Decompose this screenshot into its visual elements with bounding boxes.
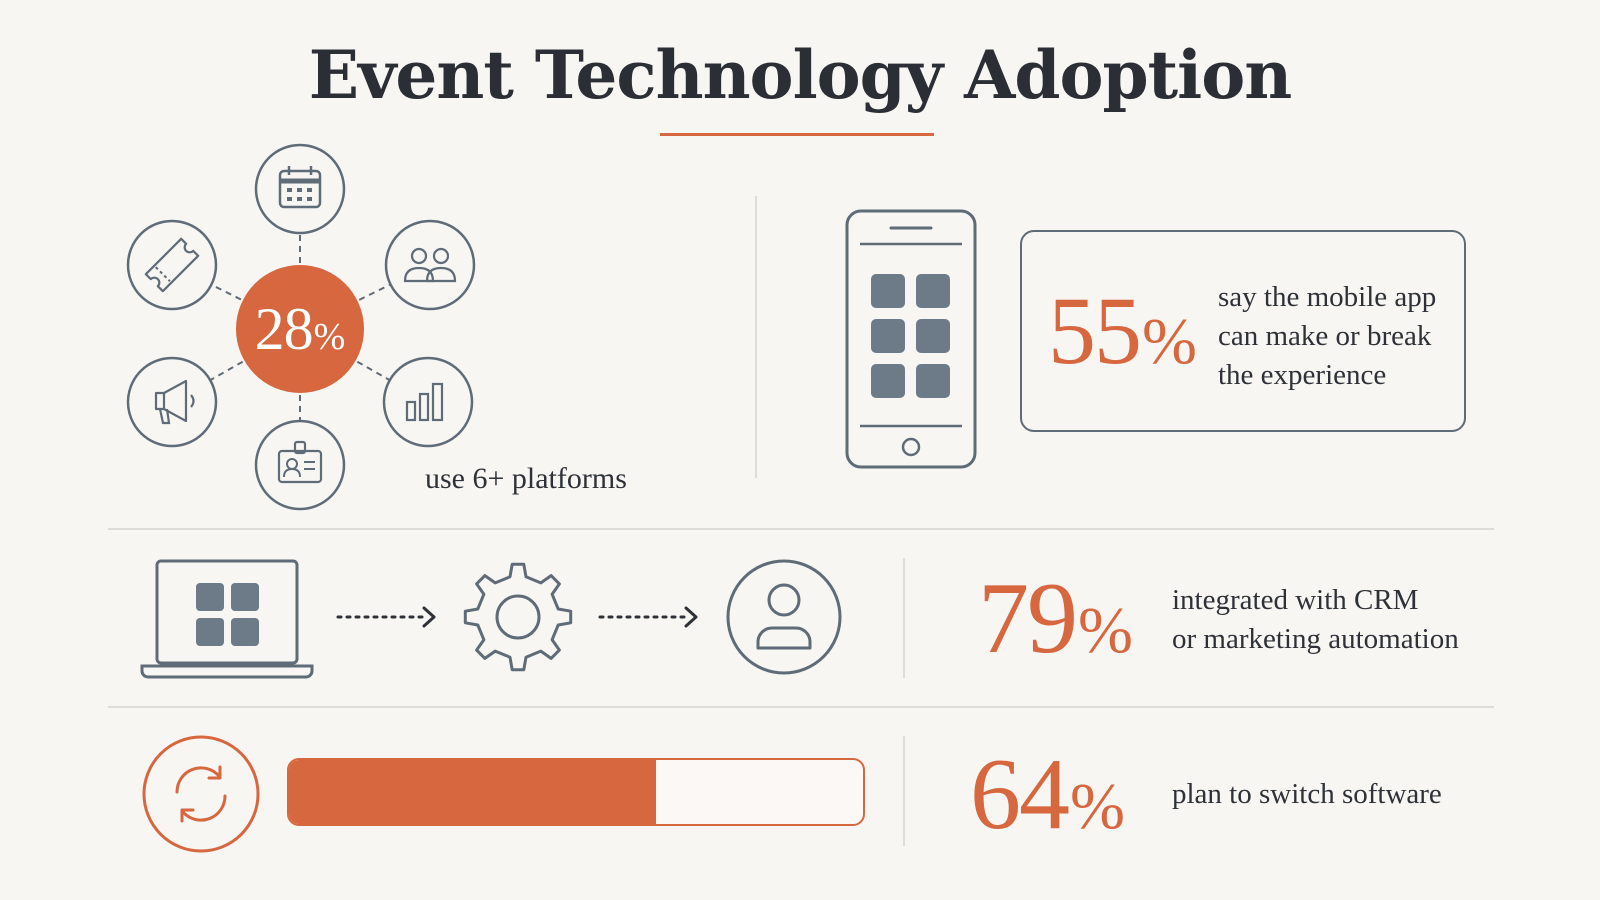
divider-row-2 (108, 706, 1494, 708)
platforms-label: use 6+ platforms (425, 462, 627, 495)
mobile-line-3: the experience (1218, 359, 1387, 391)
badge-icon (254, 419, 346, 511)
integration-sign: % (1078, 594, 1133, 667)
platforms-hub-diagram (126, 143, 476, 511)
laptop-icon (140, 559, 314, 679)
arrow-right-icon (598, 606, 698, 628)
smartphone-icon (845, 209, 977, 469)
platforms-center-circle (236, 265, 364, 393)
mobile-description: say the mobile app can make or break the… (1218, 278, 1436, 395)
platforms-sign: % (313, 316, 346, 358)
divider-top-vertical (755, 196, 757, 478)
title-underline (660, 133, 934, 136)
user-icon (726, 559, 842, 675)
integration-value: 79 (978, 562, 1078, 675)
people-icon (384, 219, 476, 311)
integration-percent: 79% (978, 568, 1133, 670)
switch-progress-bar (287, 758, 865, 826)
calendar-icon (254, 143, 346, 235)
divider-row-1 (108, 528, 1494, 530)
integration-line-2: or marketing automation (1172, 623, 1459, 655)
ticket-icon (126, 219, 218, 311)
bar-chart-icon (382, 356, 474, 448)
gear-icon (463, 562, 573, 672)
switching-percent: 64% (970, 744, 1125, 846)
mobile-percent: 55% (1048, 283, 1197, 379)
arrow-right-icon (336, 606, 436, 628)
sync-icon (142, 735, 260, 853)
megaphone-icon (126, 356, 218, 448)
page-title: Event Technology Adoption (308, 36, 1292, 114)
mobile-callout-box (1020, 230, 1466, 432)
integration-line-1: integrated with CRM (1172, 584, 1419, 616)
divider-bottom-vertical (903, 736, 905, 846)
mobile-line-2: can make or break (1218, 320, 1432, 352)
mobile-sign: % (1142, 305, 1197, 378)
switching-value: 64 (970, 738, 1070, 851)
divider-middle-vertical (903, 558, 905, 678)
platforms-value: 28 (254, 296, 314, 362)
mobile-value: 55 (1048, 277, 1142, 384)
mobile-line-1: say the mobile app (1218, 281, 1437, 313)
switching-sign: % (1070, 770, 1125, 843)
switch-progress-fill (289, 760, 657, 824)
integration-description: integrated with CRM or marketing automat… (1172, 581, 1459, 659)
platforms-percent: 28% (236, 299, 364, 359)
switching-label: plan to switch software (1172, 778, 1442, 810)
integration-flow (140, 559, 842, 679)
